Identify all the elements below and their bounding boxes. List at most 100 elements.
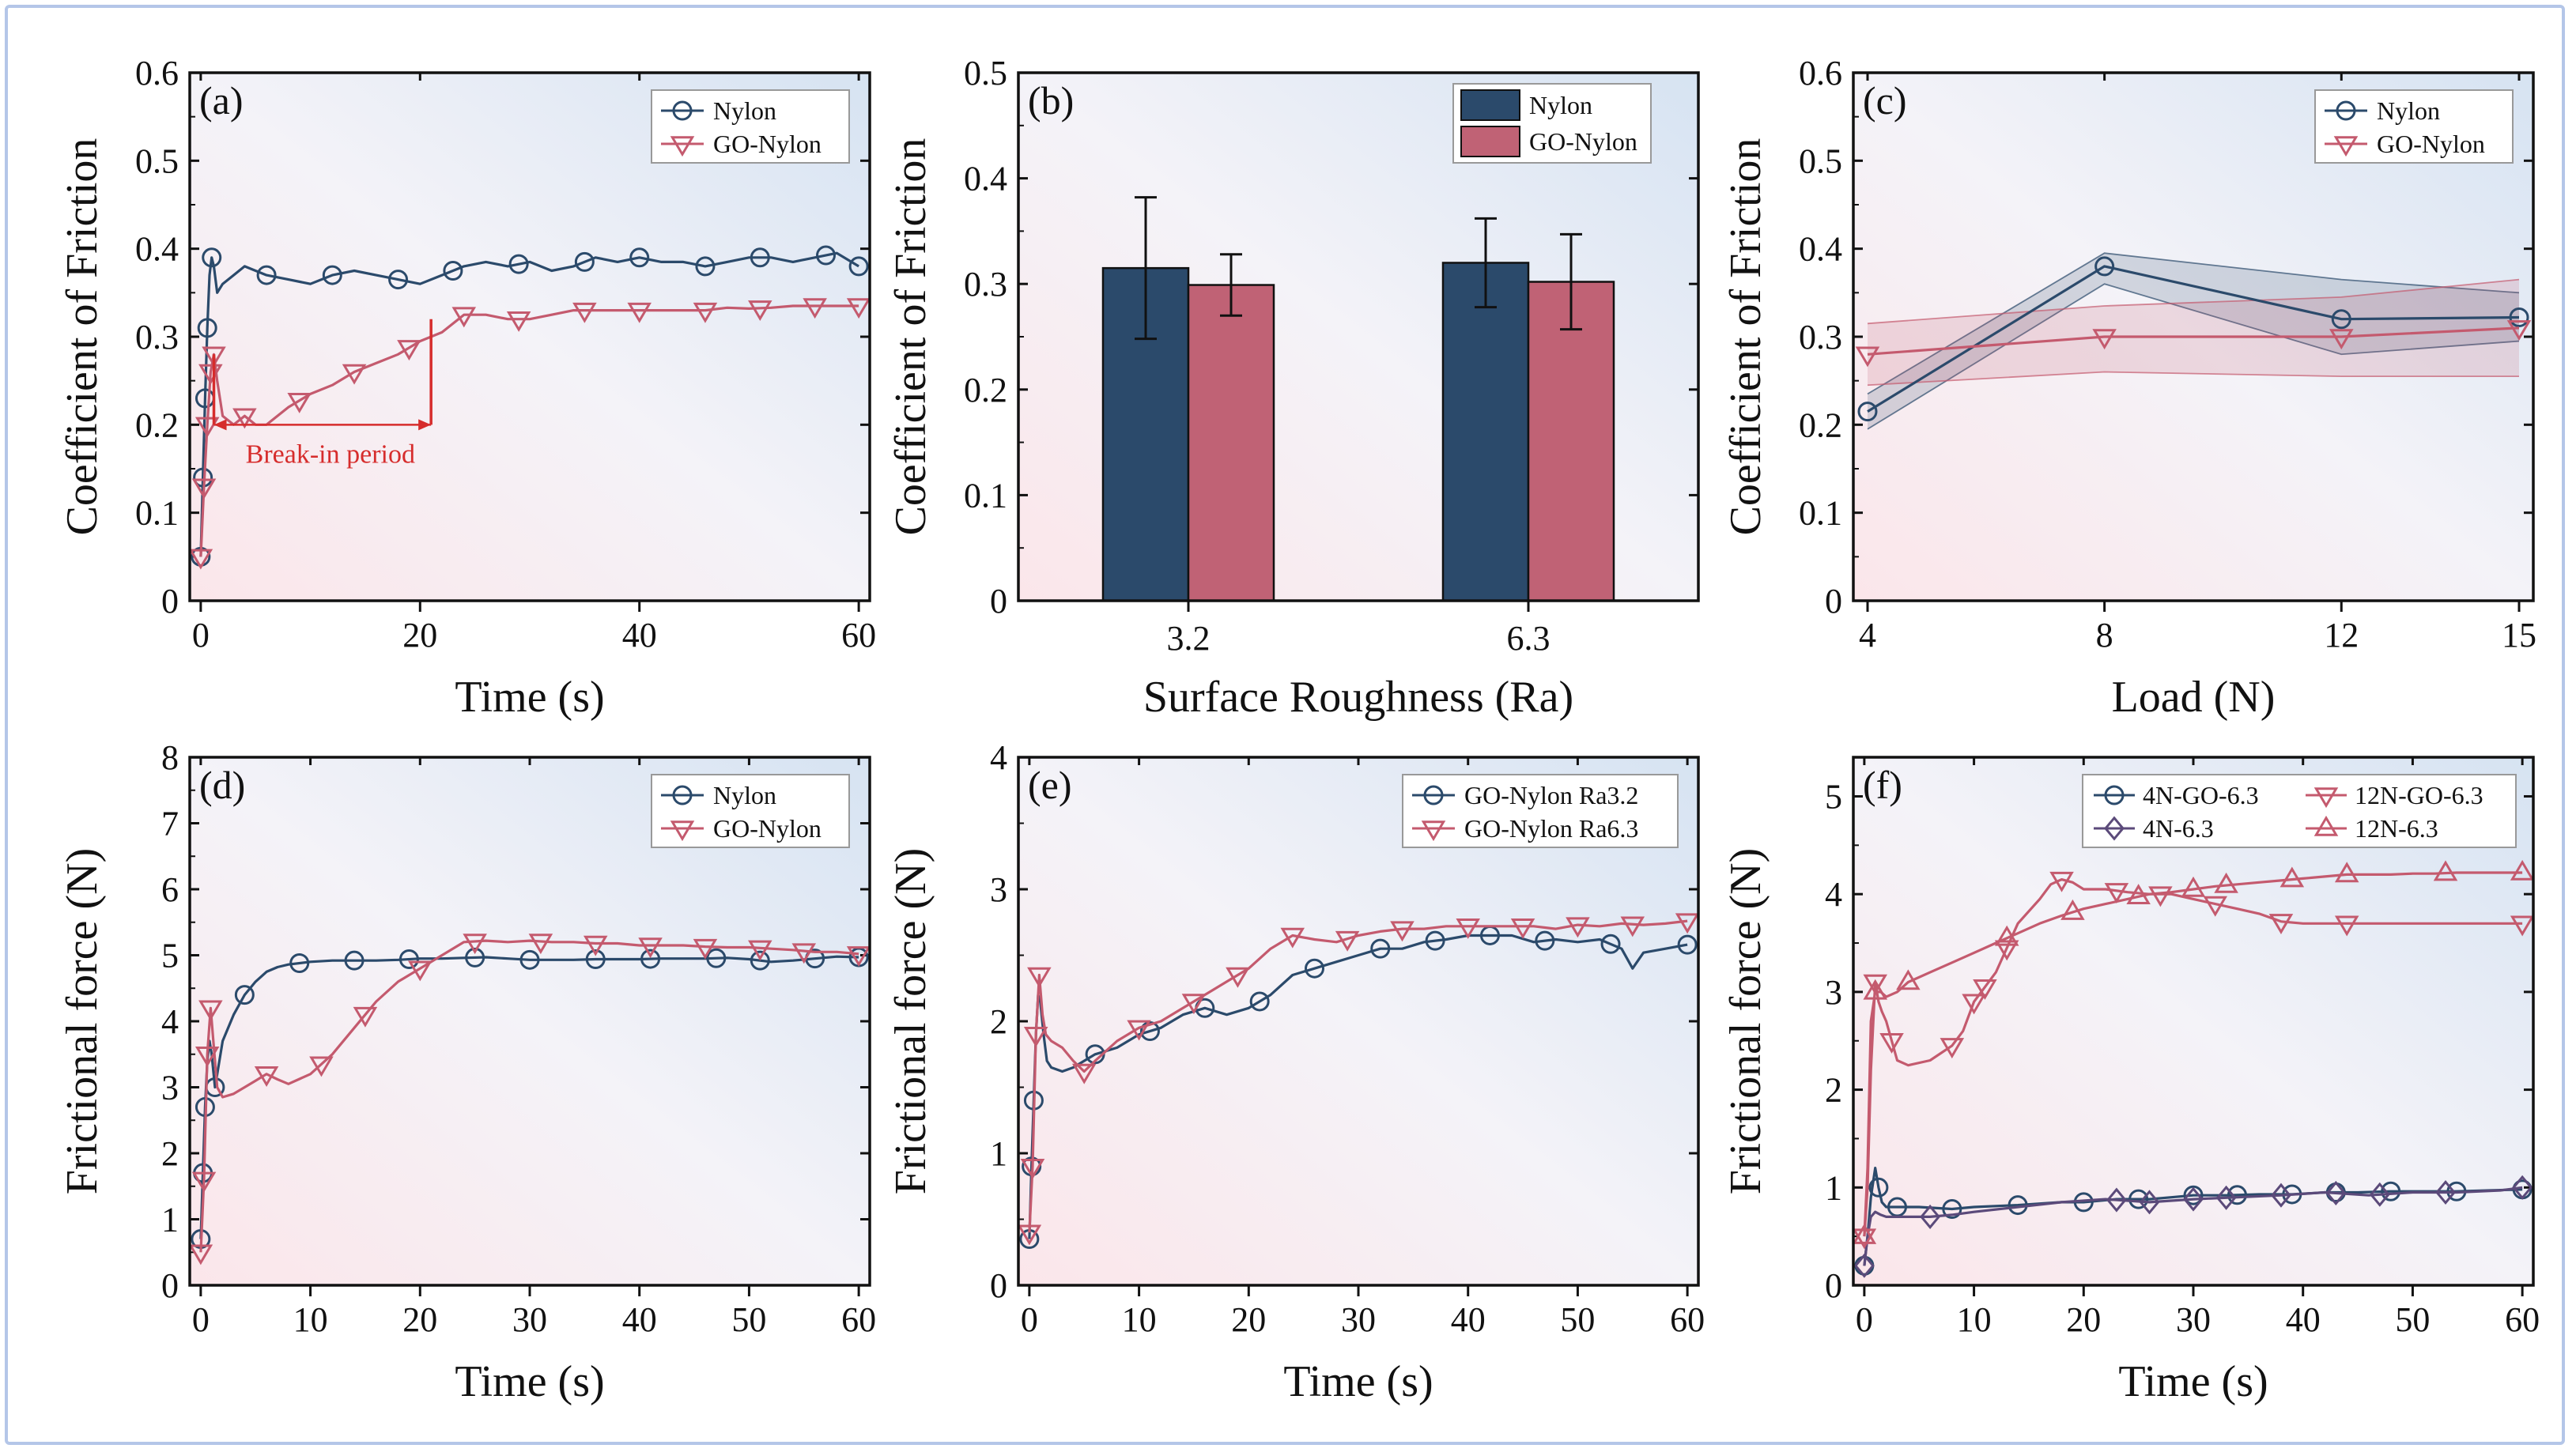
data-point-go-nylon-ra3-2 — [1249, 991, 1270, 1012]
data-point-12n-go-6-3 — [1973, 979, 1997, 1000]
y-tick-label: 3 — [161, 1069, 179, 1107]
data-point-go-nylon-ra6-3 — [1027, 967, 1052, 988]
data-point-go-nylon — [583, 935, 608, 956]
x-tick-label: 6.3 — [1507, 619, 1551, 658]
data-point-go-nylon — [506, 311, 531, 332]
x-tick-label: 60 — [2505, 1300, 2540, 1339]
data-point-go-nylon-ra6-3 — [1280, 927, 1305, 949]
data-point-nylon — [640, 949, 661, 969]
data-point-nylon — [519, 949, 540, 970]
y-tick-label: 3 — [990, 870, 1007, 909]
data-point-nylon — [848, 256, 869, 277]
x-axis-label: Surface Roughness (Ra) — [1143, 673, 1573, 722]
y-tick-label: 3 — [1825, 973, 1842, 1012]
y-axis-label: Coefficient of Friction — [1721, 138, 1770, 536]
data-point-go-nylon — [846, 298, 871, 319]
data-point-4n-6-3 — [2435, 1179, 2456, 1205]
legend-marker — [672, 785, 693, 805]
legend-label: GO-Nylon Ra3.2 — [1464, 781, 1638, 809]
data-point-nylon — [695, 256, 716, 277]
y-tick-label: 0.4 — [964, 160, 1007, 198]
data-point-go-nylon — [693, 938, 718, 960]
legend-label: Nylon — [1529, 91, 1592, 119]
data-point-go-nylon-ra3-2 — [1425, 930, 1445, 951]
legend: GO-Nylon Ra3.2 GO-Nylon Ra6.3 — [1402, 774, 1679, 848]
legend-label: 12N-6.3 — [2355, 814, 2438, 843]
data-point-go-nylon — [195, 1047, 220, 1067]
y-tick-label: 7 — [161, 805, 179, 843]
y-axis-label: Frictional force (N) — [1721, 848, 1770, 1194]
band-upper-edge — [1867, 278, 2520, 325]
x-tick-label: 8 — [2096, 616, 2113, 654]
y-axis-label: Coefficient of Friction — [58, 138, 107, 536]
data-point-12n-6-3 — [2433, 860, 2458, 881]
y-tick-label: 0.1 — [135, 494, 179, 533]
data-point-go-nylon-ra6-3 — [1020, 1158, 1045, 1179]
legend-marker — [2336, 100, 2356, 121]
data-point-12n-6-3 — [2126, 884, 2151, 905]
y-tick-label: 4 — [1825, 875, 1842, 914]
y-axis-label: Coefficient of Friction — [886, 138, 935, 536]
y-tick-label: 1 — [1825, 1168, 1842, 1207]
legend: Nylon GO-Nylon — [651, 89, 850, 164]
data-point-go-nylon — [191, 1171, 217, 1193]
data-point-12n-6-3 — [1863, 979, 1888, 1000]
legend: Nylon GO-Nylon — [1452, 83, 1652, 164]
data-point-4n-6-3 — [1920, 1204, 1941, 1229]
legend-swatch — [1460, 89, 1520, 121]
data-point-go-nylon — [803, 298, 827, 319]
y-tick-label: 8 — [161, 738, 179, 777]
x-tick-label: 0 — [1021, 1300, 1038, 1339]
x-tick-label: 40 — [622, 616, 657, 654]
legend-marker — [2313, 787, 2339, 809]
bar-go-nylon — [1527, 281, 1615, 602]
x-tick-label: 10 — [1122, 1300, 1157, 1339]
plot-frame — [1017, 756, 1700, 1287]
x-axis-label: Time (s) — [455, 673, 604, 722]
legend-label: GO-Nylon — [1529, 127, 1637, 156]
legend: Nylon GO-Nylon — [2314, 89, 2514, 164]
data-point-go-nylon — [191, 478, 217, 500]
legend: Nylon GO-Nylon — [651, 774, 850, 848]
y-tick-label: 6 — [161, 870, 179, 909]
data-point-go-nylon — [195, 417, 220, 438]
data-point-go-nylon — [254, 1066, 279, 1087]
legend-marker — [2333, 136, 2359, 157]
series-line-go-nylon-ra3-2 — [1028, 934, 1688, 1239]
data-point-go-nylon — [397, 340, 421, 361]
data-point-go-nylon — [846, 946, 871, 967]
y-tick-label: 4 — [161, 1002, 179, 1041]
series-line-12n-6-3 — [1863, 871, 2523, 1237]
data-point-go-nylon-ra6-3 — [1127, 1020, 1151, 1041]
x-axis-label: Load (N) — [2112, 673, 2276, 722]
y-tick-label: 0.6 — [1799, 54, 1842, 92]
y-tick-label: 0.1 — [964, 476, 1007, 515]
data-point-go-nylon — [408, 960, 432, 982]
data-point-12n-6-3 — [2510, 859, 2535, 881]
data-point-12n-go-6-3 — [1879, 1032, 1904, 1054]
y-tick-label: 0.5 — [964, 54, 1007, 92]
data-point-nylon — [2331, 309, 2351, 330]
series-line-4n-6-3 — [1863, 1186, 2523, 1266]
x-tick-label: 20 — [402, 616, 437, 654]
data-point-go-nylon-ra3-2 — [1600, 934, 1621, 954]
data-point-4n-6-3 — [2106, 1187, 2127, 1213]
data-point-go-nylon — [748, 940, 772, 961]
data-point-4n-go-6-3 — [1868, 1177, 1889, 1198]
data-point-go-nylon — [353, 1006, 378, 1028]
data-point-nylon — [2509, 307, 2529, 328]
legend-label: 4N-6.3 — [2143, 814, 2214, 843]
data-point-nylon — [344, 950, 364, 971]
y-tick-label: 0 — [990, 582, 1007, 620]
data-point-12n-go-6-3 — [2510, 915, 2535, 937]
legend-marker — [2104, 785, 2125, 805]
x-tick-label: 50 — [2395, 1300, 2430, 1339]
panel-b: 0 0.1 0.2 0.3 0.4 0.5 3.2 6.3 Surface Roughness … — [886, 54, 1700, 722]
legend-box — [1402, 774, 1679, 848]
data-point-12n-go-6-3 — [2203, 896, 2228, 917]
legend-label: Nylon — [713, 781, 776, 809]
legend-label: GO-Nylon — [713, 130, 822, 158]
data-point-go-nylon — [748, 300, 772, 321]
data-point-12n-go-6-3 — [2148, 886, 2173, 907]
